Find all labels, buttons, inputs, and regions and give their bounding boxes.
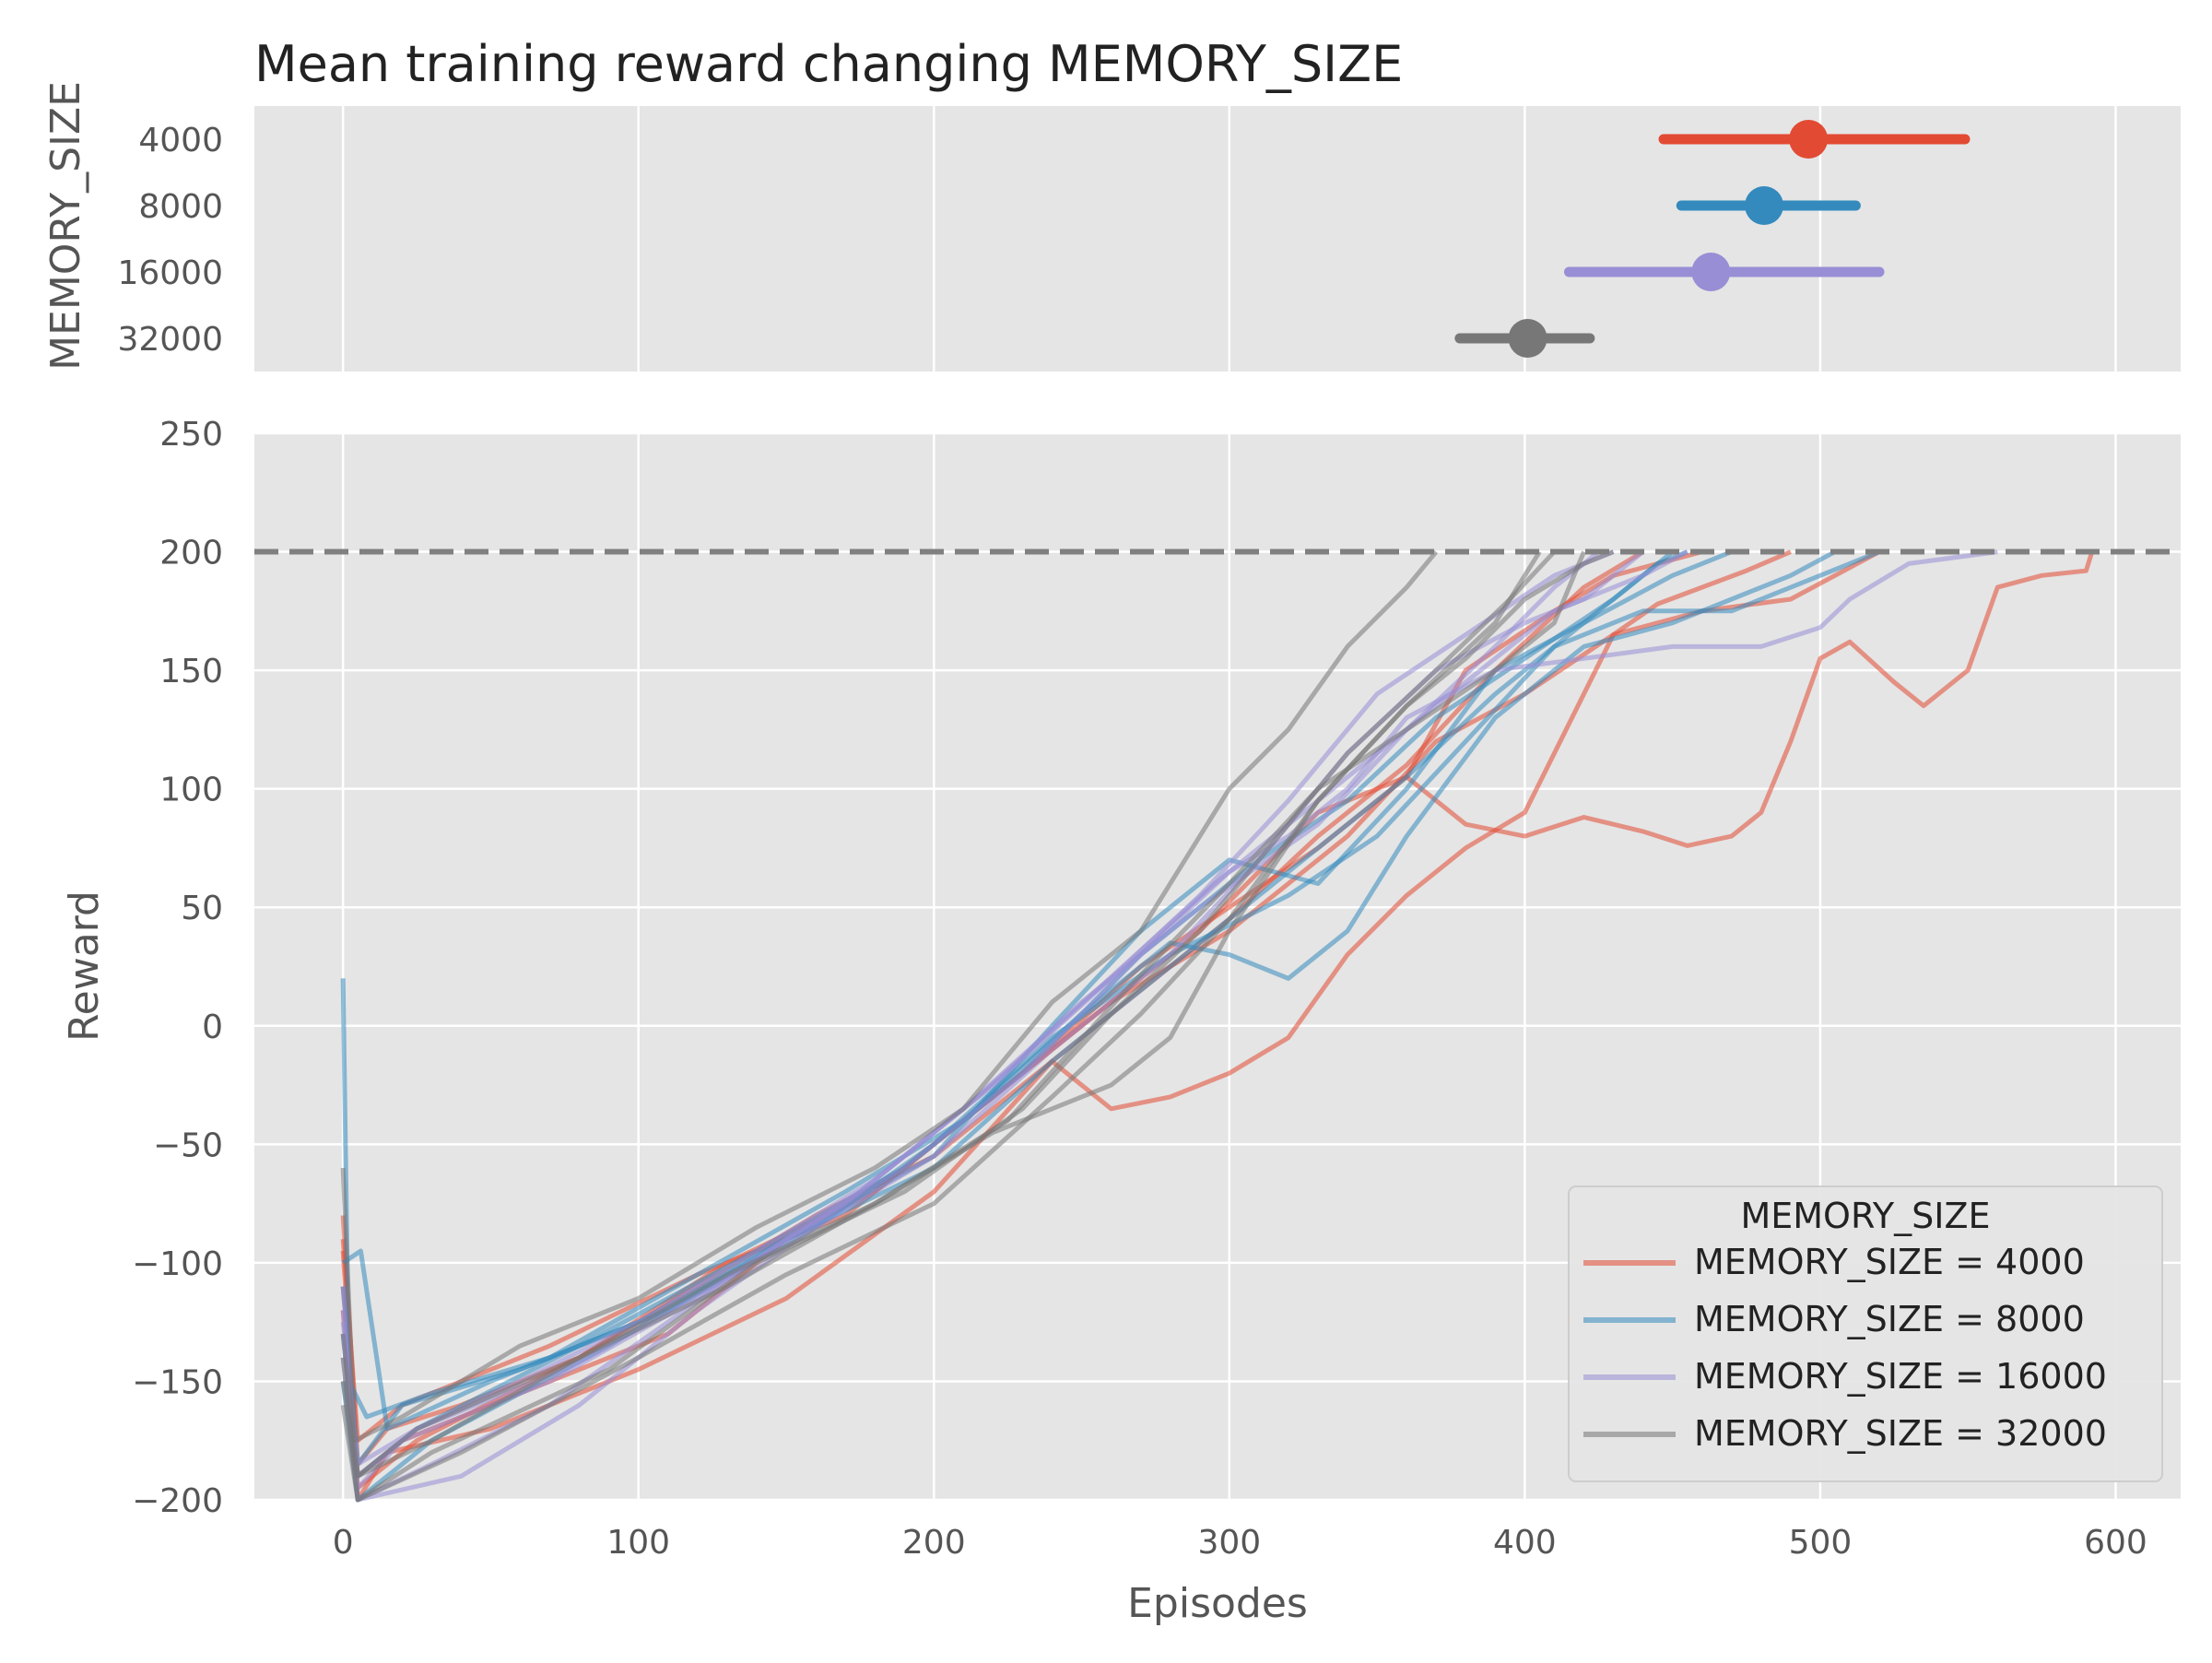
mean-point-8000	[1745, 186, 1784, 225]
top-y-tick-labels: 4000 8000 16000 32000	[117, 122, 223, 359]
chart-title: Mean training reward changing MEMORY_SIZ…	[254, 35, 1403, 93]
main-series-lines	[340, 549, 2095, 1503]
legend-items: MEMORY_SIZE = 4000 MEMORY_SIZE = 8000 MEMO…	[1583, 1242, 2107, 1454]
y-tick-7: −100	[132, 1245, 223, 1283]
legend: MEMORY_SIZE MEMORY_SIZE = 4000MEMORY_SIZ…	[1568, 1185, 2163, 1482]
y-tick-9: −200	[132, 1482, 223, 1520]
legend-label-0: MEMORY_SIZE = 4000	[1694, 1242, 2085, 1282]
y-tick-6: −50	[153, 1126, 223, 1164]
legend-label-2: MEMORY_SIZE = 16000	[1694, 1356, 2107, 1397]
top-y-tick-4000: 4000	[138, 122, 223, 159]
mean-point-16000	[1691, 253, 1731, 291]
x-tick-100: 100	[606, 1524, 670, 1562]
series-line-2-run-2	[340, 549, 1645, 1503]
series-line-3-run-1	[340, 549, 1615, 1479]
x-tick-200: 200	[902, 1524, 966, 1562]
top-plot-area	[254, 106, 2181, 372]
y-tick-4: 50	[181, 890, 223, 927]
top-y-tick-32000: 32000	[117, 321, 223, 359]
top-y-tick-16000: 16000	[117, 254, 223, 292]
main-x-tick-labels: 0 100 200 300 400 500 600	[333, 1524, 2147, 1562]
y-tick-0: 250	[159, 416, 223, 454]
series-line-3-run-2	[340, 549, 1557, 1503]
x-tick-0: 0	[333, 1524, 354, 1562]
y-axis-label: Reward	[61, 890, 108, 1042]
series-line-3-run-0	[340, 550, 1439, 1444]
x-tick-400: 400	[1493, 1524, 1557, 1562]
series-line-3-run-4	[340, 550, 1586, 1479]
series-line-0-run-0	[340, 549, 1644, 1467]
y-tick-8: −150	[132, 1363, 223, 1401]
x-tick-500: 500	[1789, 1524, 1853, 1562]
top-errorbars	[1454, 120, 1971, 358]
legend-label-3: MEMORY_SIZE = 32000	[1694, 1413, 2107, 1454]
y-tick-2: 150	[159, 653, 223, 690]
legend-label-1: MEMORY_SIZE = 8000	[1694, 1299, 2085, 1339]
mean-point-4000	[1789, 120, 1829, 159]
y-tick-3: 100	[159, 772, 223, 809]
y-tick-1: 200	[159, 535, 223, 572]
top-y-tick-8000: 8000	[138, 188, 223, 226]
mean-point-32000	[1508, 319, 1547, 358]
top-y-axis-label: MEMORY_SIZE	[42, 81, 89, 371]
top-panel: 4000 8000 16000 32000 Mean training reward …	[42, 35, 2181, 372]
x-tick-300: 300	[1197, 1524, 1261, 1562]
legend-box	[1568, 1185, 2163, 1482]
legend-title: MEMORY_SIZE	[1740, 1196, 1990, 1236]
series-line-3-run-3	[340, 550, 1542, 1503]
y-tick-5: 0	[202, 1008, 223, 1046]
x-tick-600: 600	[2084, 1524, 2147, 1562]
x-axis-label: Episodes	[1127, 1580, 1308, 1627]
main-y-tick-labels: 250 200 150 100 50 0 −50 −100 −150 −200	[132, 416, 223, 1520]
